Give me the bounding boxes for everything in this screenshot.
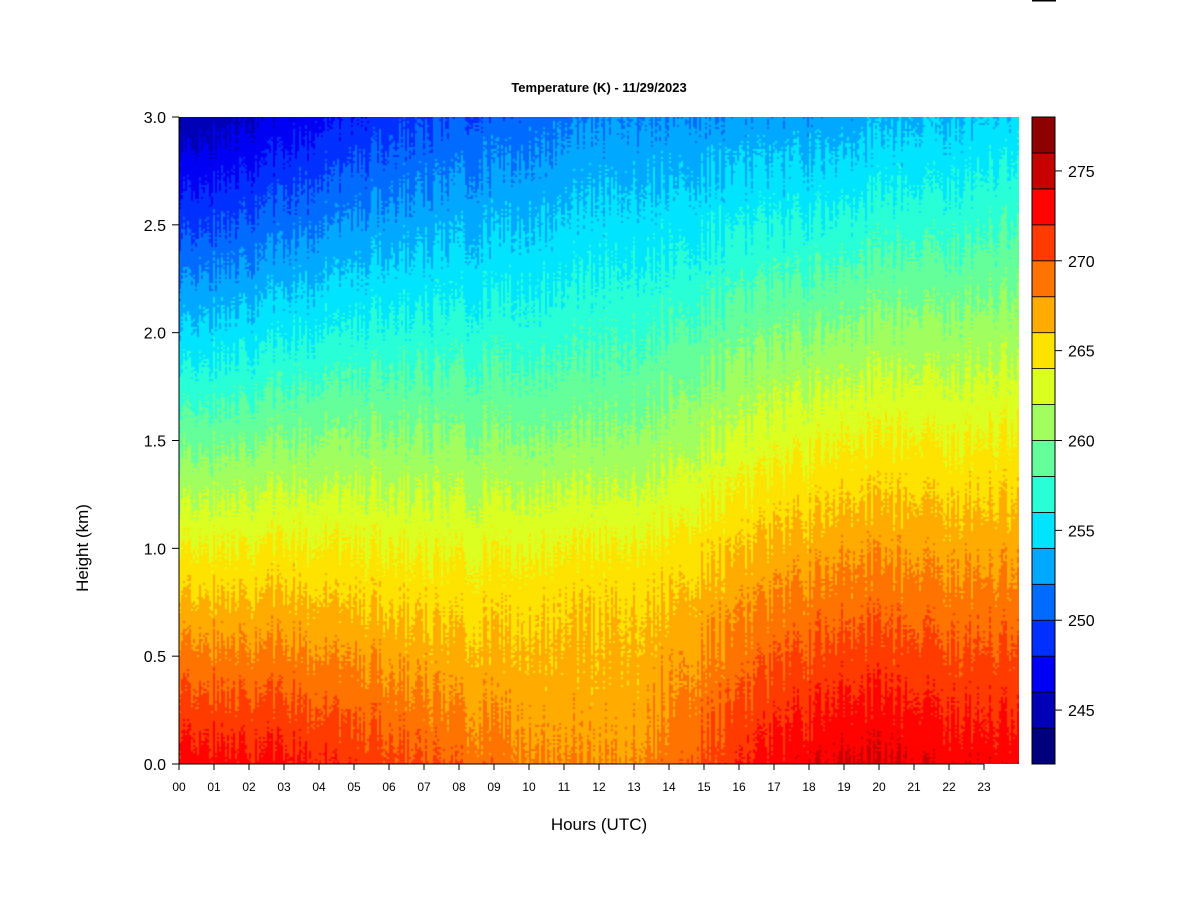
x-tick-label: 13	[627, 780, 641, 794]
x-tick-label: 00	[172, 780, 186, 794]
x-tick-label: 08	[452, 780, 466, 794]
colorbar-tick-label: 260	[1068, 434, 1095, 451]
colorbar-swatch	[1031, 152, 1056, 190]
colorbar-swatch	[1031, 619, 1056, 657]
y-tick-label: 2.5	[144, 218, 166, 235]
colorbar-tick-label: 255	[1068, 523, 1095, 540]
colorbar-swatch	[1031, 727, 1056, 765]
y-tick-label: 1.5	[144, 434, 166, 451]
x-tick-label: 02	[242, 780, 256, 794]
colorbar-swatch	[1031, 547, 1056, 585]
x-tick-label: 09	[487, 780, 501, 794]
y-tick-label: 0.0	[144, 757, 166, 774]
chart-title: Temperature (K) - 11/29/2023	[511, 80, 686, 95]
temperature-field	[179, 117, 1019, 764]
x-tick-label: 17	[767, 780, 781, 794]
x-tick-label: 11	[558, 780, 571, 794]
colorbar-tick-label: 270	[1068, 254, 1095, 271]
y-tick-label: 3.0	[144, 110, 166, 127]
x-tick-label: 18	[802, 780, 816, 794]
colorbar-tick-label: 275	[1068, 164, 1095, 181]
y-axis: 0.0 0.5 1.0 1.5 2.0 2.5 3.0	[144, 110, 180, 774]
colorbar-swatch	[1031, 476, 1056, 513]
x-tick-label: 15	[697, 780, 711, 794]
colorbar-tick-label: 250	[1068, 613, 1095, 630]
x-axis-label: Hours (UTC)	[551, 815, 647, 834]
colorbar-frame	[1031, 116, 1056, 765]
colorbar-swatch	[1031, 511, 1056, 549]
x-tick-label: 12	[592, 780, 606, 794]
colorbar-swatch	[1031, 655, 1056, 693]
colorbar-swatch	[1031, 368, 1056, 405]
colorbar: 245 250 255 260 265 270 275	[1031, 116, 1095, 765]
y-tick-label: 1.0	[144, 541, 166, 558]
x-tick-label: 22	[942, 780, 956, 794]
x-tick-label: 05	[347, 780, 361, 794]
x-tick-label: 06	[382, 780, 396, 794]
x-tick-label: 20	[872, 780, 886, 794]
x-tick-label: 10	[522, 780, 536, 794]
x-tick-label: 03	[277, 780, 291, 794]
x-tick-label: 19	[837, 780, 851, 794]
y-tick-label: 2.0	[144, 326, 166, 343]
colorbar-swatch	[1031, 583, 1056, 621]
colorbar-swatch	[1031, 404, 1056, 441]
x-tick-label: 21	[907, 780, 921, 794]
y-tick-label: 0.5	[144, 649, 166, 666]
colorbar-swatch	[1031, 260, 1056, 298]
corner-mark	[1032, 0, 1056, 2]
colorbar-swatch	[1031, 440, 1056, 477]
colorbar-swatch	[1031, 332, 1056, 370]
colorbar-tick-label: 265	[1068, 344, 1095, 361]
x-tick-label: 14	[662, 780, 676, 794]
x-tick-label: 04	[312, 780, 326, 794]
colorbar-swatch	[1031, 296, 1056, 334]
colorbar-swatch	[1031, 691, 1056, 729]
y-axis-label: Height (km)	[73, 504, 92, 592]
x-tick-label: 23	[977, 780, 991, 794]
heatmap-plot	[179, 117, 1019, 764]
colorbar-swatch	[1031, 188, 1056, 226]
x-tick-label: 16	[732, 780, 746, 794]
colorbar-swatch	[1031, 116, 1056, 154]
x-axis: 00 01 02 03 04 05 06 07 08 09 10 11 12 13 14 15 16 17 18 19…	[172, 763, 991, 794]
colorbar-tick-label: 245	[1068, 703, 1095, 720]
colorbar-swatch	[1031, 224, 1056, 262]
x-tick-label: 07	[417, 780, 431, 794]
x-tick-label: 01	[207, 780, 221, 794]
